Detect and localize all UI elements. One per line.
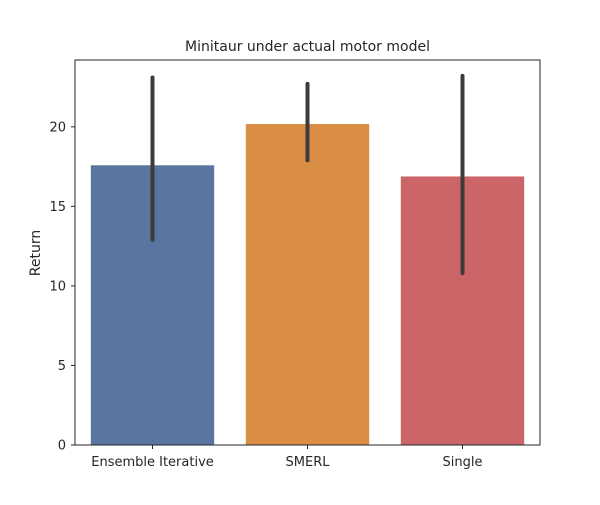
- plot-frame: [74, 59, 541, 446]
- y-tick-label: 0: [58, 439, 66, 454]
- y-tick-label: 20: [49, 120, 66, 135]
- x-tick-label: Ensemble Iterative: [91, 455, 214, 470]
- y-axis-ticks: 0 5 10 15 20: [49, 120, 75, 454]
- bar-smerl: [245, 123, 370, 446]
- chart-title: Minitaur under actual motor model: [185, 39, 430, 55]
- y-tick-label: 10: [49, 279, 66, 294]
- x-tick-label: SMERL: [286, 455, 331, 470]
- y-axis-label: Return: [28, 230, 44, 276]
- y-tick-label: 15: [49, 200, 66, 215]
- x-axis-ticks: Ensemble Iterative SMERL Single: [91, 445, 482, 470]
- x-tick-label: Single: [443, 455, 483, 470]
- error-bars-group: [150, 73, 465, 276]
- y-tick-label: 5: [58, 359, 66, 374]
